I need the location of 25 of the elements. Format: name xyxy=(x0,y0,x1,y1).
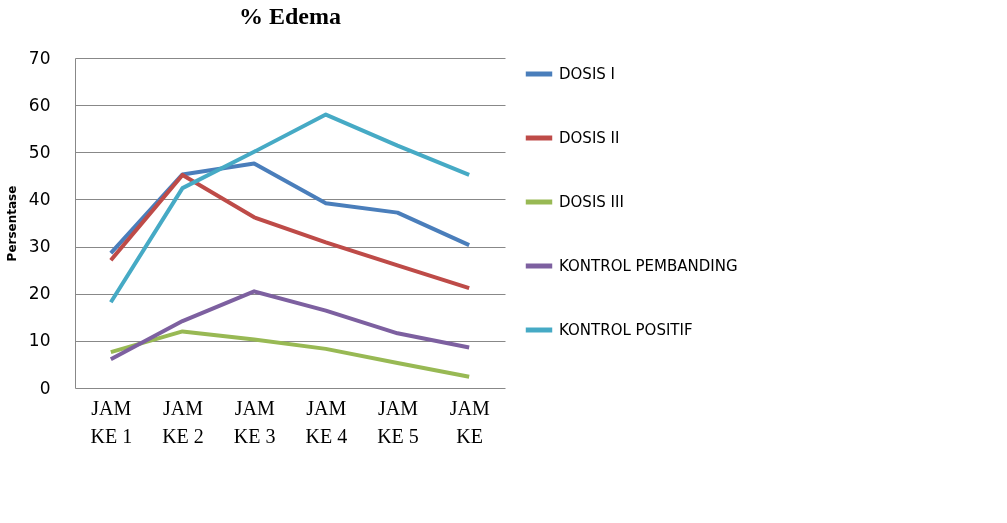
x-tick-label: JAM KE 3 xyxy=(233,396,276,447)
chart-title: % Edema xyxy=(239,3,341,29)
line-series xyxy=(108,329,472,379)
legend-label: DOSIS I xyxy=(559,65,616,83)
legend-label: DOSIS II xyxy=(559,129,620,147)
x-tick-label: JAM KE 2 xyxy=(162,396,204,447)
line-series xyxy=(108,172,472,291)
y-tick-label: 0 xyxy=(39,377,51,398)
y-tick-label: 70 xyxy=(28,47,51,68)
y-tick-label: 20 xyxy=(28,283,51,304)
x-tick-label: JAM KE 5 xyxy=(377,396,419,447)
y-tick-label: 30 xyxy=(28,236,51,257)
y-tick-label: 40 xyxy=(28,188,51,209)
x-tick-label: JAM KE xyxy=(449,396,490,447)
legend-label: KONTROL PEMBANDING xyxy=(559,257,738,275)
y-tick-label: 50 xyxy=(28,141,51,162)
legend-label: KONTROL POSITIF xyxy=(559,321,693,339)
x-tick-label: JAM KE 1 xyxy=(90,396,133,447)
y-tick-label: 60 xyxy=(28,94,51,115)
legend-label: DOSIS III xyxy=(559,193,624,211)
x-tick-label: JAM KE 4 xyxy=(305,396,348,447)
y-axis-title: Persentase xyxy=(4,185,19,262)
y-tick-label: 10 xyxy=(28,330,51,351)
line-series xyxy=(108,289,472,362)
line-series xyxy=(108,112,472,305)
